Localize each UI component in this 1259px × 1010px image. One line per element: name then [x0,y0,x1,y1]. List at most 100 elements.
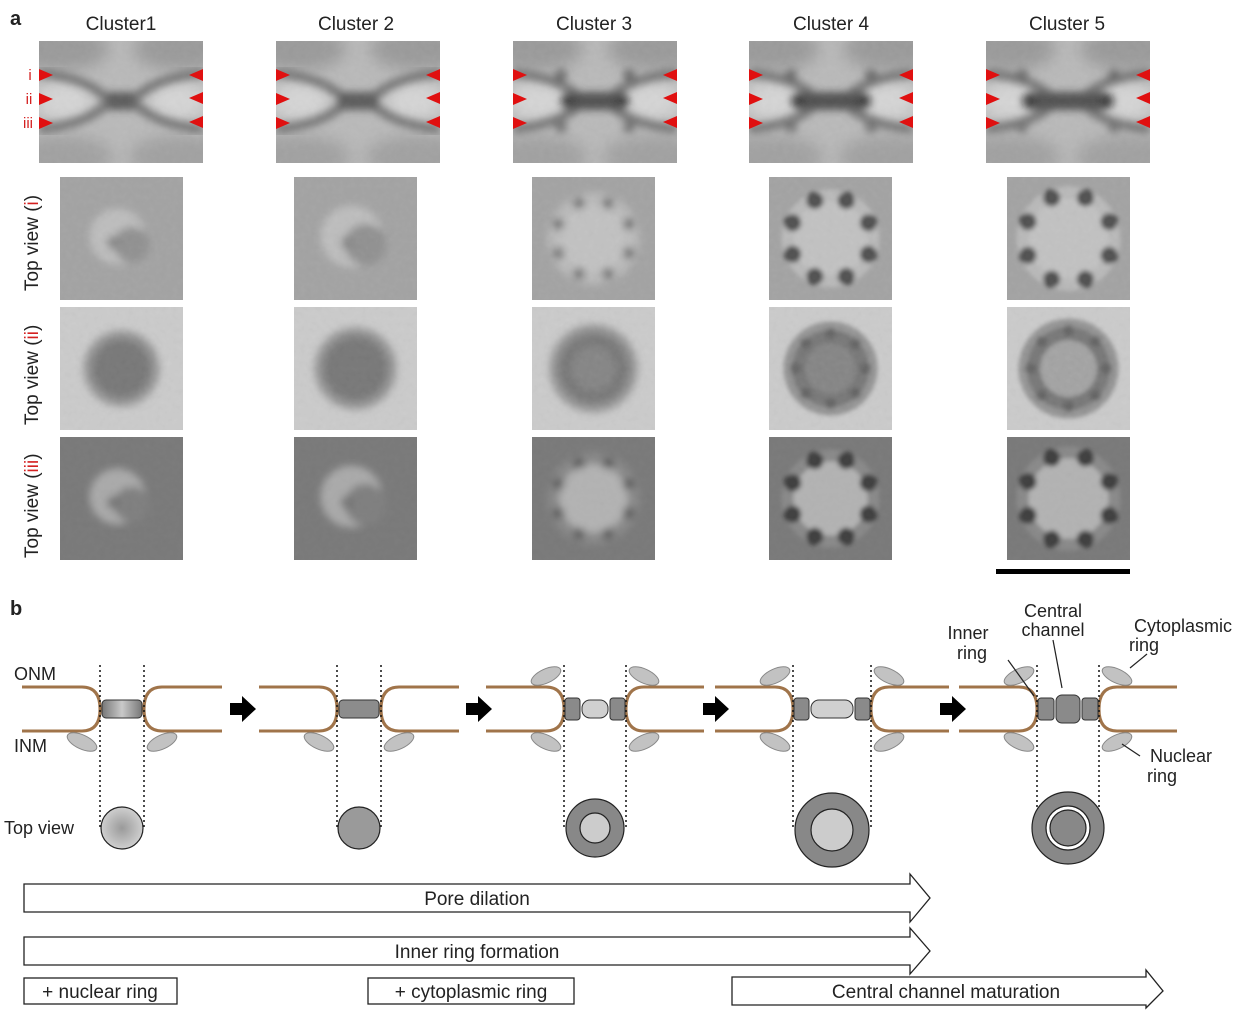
inner-ring-right [1081,697,1099,721]
marker-right-4-1 [899,69,913,81]
side-view-1 [39,41,203,163]
side-view-5 [986,41,1150,163]
row-label-ii: Top view (ii) [22,325,43,425]
marker-left-5-2 [986,93,1000,105]
nuclear-ring-label-line2: ring [1147,766,1177,786]
top-view-images [60,177,1130,560]
pore-dilation-arrow: Pore dilation [23,872,931,924]
cluster-5-title: Cluster 5 [1029,14,1105,35]
marker-right-3-2 [663,92,677,104]
marker-left-2-1 [276,69,290,81]
central-channel-label-line1: Central [1024,601,1082,621]
central-channel-maturation-label: Central channel maturation [832,982,1060,1003]
stage-transition-arrow [466,696,492,722]
marker-left-2-2 [276,93,290,105]
top-view-i-cluster-4 [769,177,892,300]
inner-ring-right [854,697,871,721]
panel-label-a: a [10,8,22,30]
nuclear-ring-left [530,732,562,752]
marker-right-2-2 [426,92,440,104]
marker-right-5-3 [1136,116,1150,128]
marker-left-3-1 [513,69,527,81]
membrane-right [379,685,459,733]
marker-label-iii: iii [23,115,33,132]
inner-ring-label-line2: ring [957,643,987,663]
nuclear-ring-left [1003,732,1035,752]
membrane-right [142,685,222,733]
pore-stage-1 [22,665,222,850]
marker-left-4-1 [749,69,763,81]
row-label-iii: Top view (iii) [22,453,43,558]
assembly-schematic [22,665,1177,868]
stage-transition-arrow [230,696,256,722]
central-channel [1055,694,1081,724]
side-view-2 [276,41,440,163]
top-view-ii-cluster-1 [60,307,183,430]
marker-left-4-3 [749,117,763,129]
top-view-ii-cluster-3 [532,307,655,430]
marker-right-5-2 [1136,92,1150,104]
nuclear-ring-right [873,732,905,752]
membrane-right [624,685,704,733]
membrane-left [22,685,102,733]
cytoplasmic-ring-right [873,666,905,686]
central-channel [581,699,609,719]
cluster-3-title: Cluster 3 [556,14,632,35]
marker-right-2-3 [426,116,440,128]
stage-transition-arrow [940,696,966,722]
inner-ring-formation-label: Inner ring formation [395,942,560,963]
top-view-iii-cluster-3 [532,437,655,560]
inner-ring-left [793,697,810,721]
top-view-i-cluster-3 [532,177,655,300]
marker-right-1-3 [189,116,203,128]
membrane-left [259,685,339,733]
cluster-1-title: Cluster1 [86,14,157,35]
central-channel-leader [1052,639,1063,689]
top-view-ii-cluster-4 [769,307,892,430]
cytoplasmic-ring-right [628,666,660,686]
top-view-ii-cluster-2 [294,307,417,430]
cytoplasmic-ring-right [1101,666,1133,686]
top-view-central-channel [810,808,854,852]
marker-right-3-3 [663,116,677,128]
marker-left-5-3 [986,117,1000,129]
top-view-iii-cluster-5 [1007,437,1130,560]
nuclear-ring-left [759,732,791,752]
marker-left-1-2 [39,93,53,105]
marker-label-i: i [28,67,31,84]
pore-stage-4 [715,665,949,868]
top-view-central-channel [579,812,611,844]
nuclear-ring-step-label: + nuclear ring [42,982,158,1003]
membrane-left [959,685,1039,733]
marker-right-4-3 [899,116,913,128]
cytoplasmic-ring-step-label: + cytoplasmic ring [395,982,548,1003]
marker-right-1-2 [189,92,203,104]
nuclear-ring-leader [1121,743,1141,757]
inner-ring-right [609,697,626,721]
top-view-disc [337,806,381,850]
cluster-4-title: Cluster 4 [793,14,869,35]
side-view-images [39,41,1150,163]
central-channel-label-line2: channel [1021,620,1084,640]
pore-stage-5 [959,665,1177,865]
marker-right-4-2 [899,92,913,104]
marker-left-1-1 [39,69,53,81]
nuclear-ring-label-line1: Nuclear [1150,746,1212,766]
cytoplasmic-ring-left [530,666,562,686]
marker-right-2-1 [426,69,440,81]
inm-label: INM [14,736,47,756]
cytoplasmic-ring-box: + cytoplasmic ring [367,977,575,1005]
membrane-right [869,685,949,733]
nuclear-ring-right [1101,732,1133,752]
cytoplasmic-ring-label-line1: Cytoplasmic [1134,616,1232,636]
nuclear-ring-right [383,732,415,752]
central-channel [810,699,854,719]
nuclear-ring-box: + nuclear ring [23,977,178,1005]
marker-left-3-3 [513,117,527,129]
inner-ring-precursor [338,699,380,719]
inner-ring-left [564,697,581,721]
top-view-iii-cluster-2 [294,437,417,560]
membrane-left [486,685,566,733]
top-view-label: Top view [4,818,75,838]
side-view-4 [749,41,913,163]
